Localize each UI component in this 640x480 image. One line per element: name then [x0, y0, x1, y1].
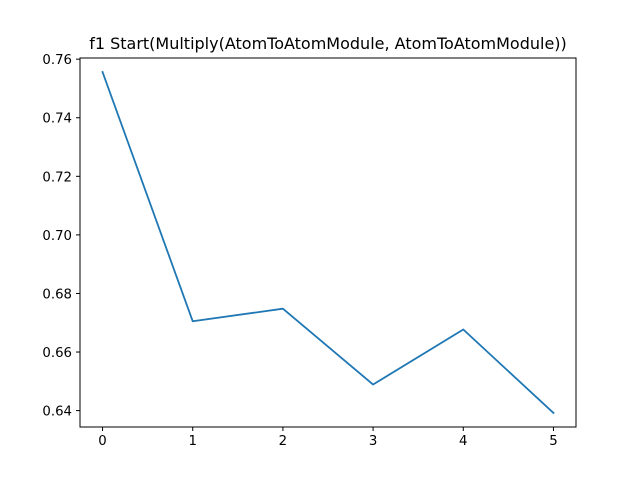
y-tick-label: 0.66: [42, 346, 72, 361]
y-tick-label: 0.68: [42, 287, 72, 302]
x-tick-label: 4: [459, 434, 467, 449]
x-tick-label: 0: [98, 434, 106, 449]
y-tick-label: 0.64: [42, 405, 72, 420]
chart-title: f1 Start(Multiply(AtomToAtomModule, Atom…: [89, 34, 567, 53]
y-tick-label: 0.70: [42, 229, 72, 244]
series-line: [101, 70, 555, 415]
x-tick-label: 3: [369, 434, 377, 449]
x-tick-label: 1: [188, 434, 196, 449]
axis-ticks: 0 1 2 3 4 5 0.64 0.66 0.68 0.70 0.72 0.74 0.76: [42, 53, 557, 449]
plot-frame: [79, 57, 577, 428]
series-layer: [101, 70, 555, 415]
x-tick-label: 2: [279, 434, 287, 449]
y-tick-label: 0.76: [42, 53, 72, 68]
x-tick-label: 5: [549, 434, 557, 449]
y-tick-label: 0.74: [42, 112, 72, 127]
y-tick-label: 0.72: [42, 170, 72, 185]
